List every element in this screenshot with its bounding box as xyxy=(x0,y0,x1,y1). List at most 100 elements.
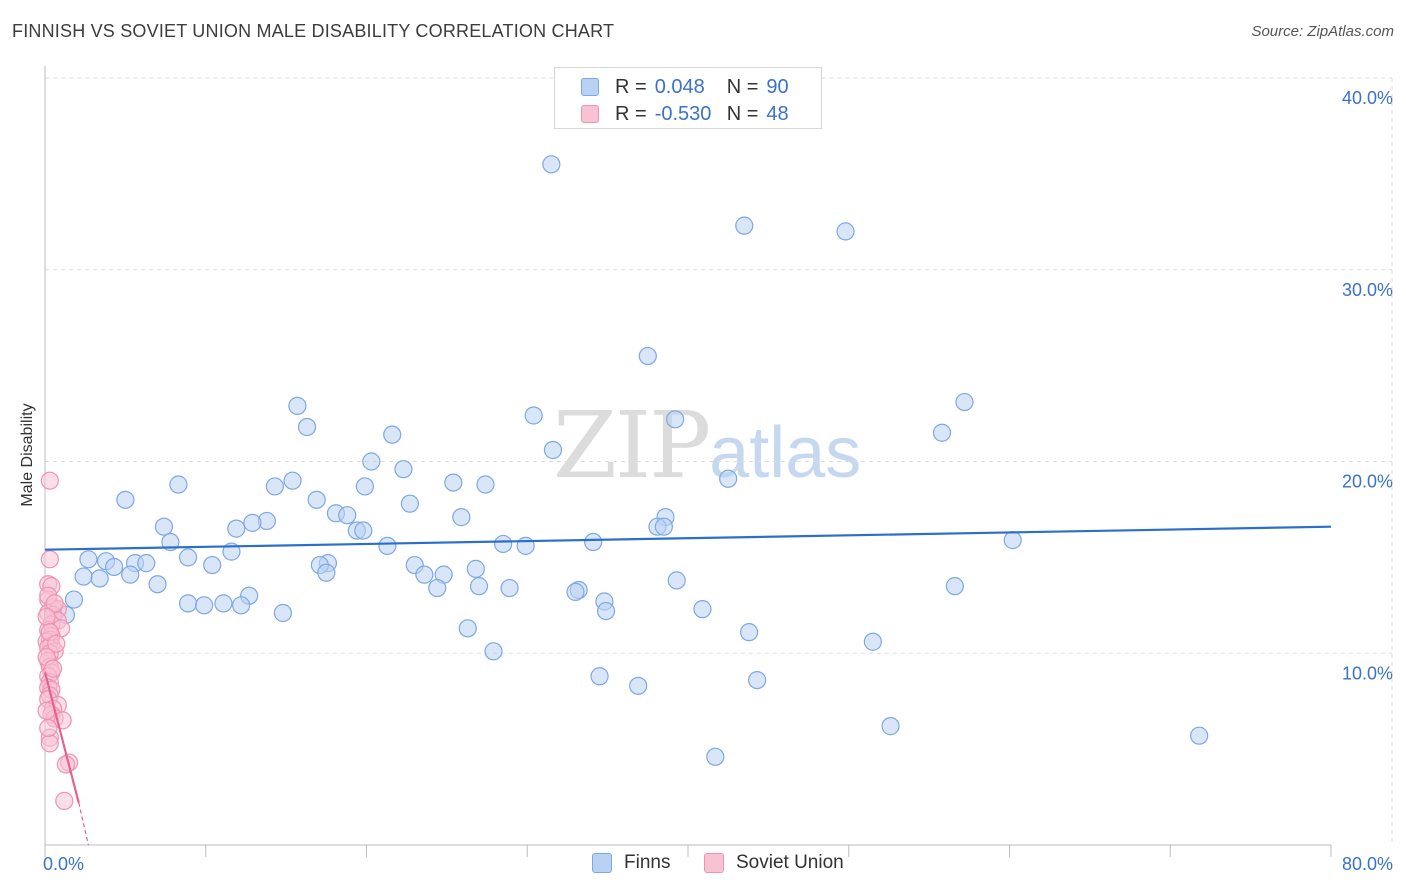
finns-point xyxy=(355,477,374,496)
finns-point xyxy=(74,567,93,586)
y-tick-label: 40.0% xyxy=(1342,88,1393,108)
finns-point xyxy=(243,513,262,532)
finns-point xyxy=(945,577,964,596)
soviet-legend-label: Soviet Union xyxy=(736,852,844,873)
finns-point xyxy=(178,594,198,613)
soviet-point xyxy=(45,594,64,613)
soviet-trend-extension xyxy=(78,802,89,846)
finns-point xyxy=(955,392,974,412)
finns-point xyxy=(739,623,759,642)
finns-point xyxy=(444,473,463,492)
finns-point xyxy=(524,406,543,425)
finns-point xyxy=(629,676,648,695)
finns-point xyxy=(693,600,712,619)
finns-point xyxy=(64,590,84,609)
finns-legend-label: Finns xyxy=(624,852,671,873)
series-legend: Finns Soviet Union xyxy=(0,852,1406,876)
finns-point xyxy=(79,550,98,569)
legend-item-soviet[interactable]: Soviet Union xyxy=(704,852,844,874)
y-tick-label: 10.0% xyxy=(1342,663,1393,683)
soviet-point xyxy=(40,734,59,753)
legend-item-finns[interactable]: Finns xyxy=(592,852,670,874)
finns-n-value: 90 xyxy=(766,75,789,98)
soviet-point xyxy=(43,659,63,678)
correlation-legend: R = 0.048 N = 90 R = -0.530 N = 48 xyxy=(554,67,822,129)
legend-row-soviet: R = -0.530 N = 48 xyxy=(581,103,789,125)
y-tick-label: 20.0% xyxy=(1342,472,1393,492)
finns-point xyxy=(666,410,685,429)
finns-point xyxy=(214,594,233,613)
x-tick-label-min: 0.0% xyxy=(43,854,84,874)
finns-point xyxy=(863,632,882,651)
finns-point xyxy=(932,423,952,442)
finns-point xyxy=(265,477,284,496)
finns-point xyxy=(428,578,447,598)
finns-point xyxy=(1190,726,1209,745)
soviet-point xyxy=(56,755,75,774)
finns-point xyxy=(121,565,140,584)
finns-legend-swatch xyxy=(592,853,612,873)
finns-point xyxy=(494,534,513,554)
finns-n-label: N = xyxy=(726,75,759,98)
finns-point xyxy=(836,222,855,241)
soviet-point xyxy=(40,550,59,569)
finns-point xyxy=(667,571,686,590)
soviet-point xyxy=(40,471,59,490)
finns-point xyxy=(169,475,188,494)
finns-swatch xyxy=(581,78,599,96)
chart-title: FINNISH VS SOVIET UNION MALE DISABILITY … xyxy=(12,21,615,41)
finns-point xyxy=(584,532,603,552)
finns-point xyxy=(596,601,616,621)
finns-point xyxy=(362,452,381,471)
finns-point xyxy=(543,440,563,460)
y-tick-label: 30.0% xyxy=(1342,280,1393,300)
soviet-swatch xyxy=(581,105,599,123)
finns-point xyxy=(654,517,673,536)
finns-trend-line xyxy=(44,525,1332,551)
finns-point xyxy=(203,555,222,575)
finns-point xyxy=(378,536,397,555)
finns-point xyxy=(154,517,174,536)
finns-point xyxy=(466,559,485,578)
finns-point xyxy=(394,460,413,479)
finns-point xyxy=(317,563,336,582)
finns-point xyxy=(706,747,725,766)
finns-point xyxy=(476,475,495,494)
soviet-point xyxy=(39,718,58,738)
finns-point xyxy=(748,670,767,690)
finns-point xyxy=(719,469,738,488)
watermark: ZIPatlas xyxy=(553,400,861,492)
finns-point xyxy=(307,490,326,509)
source-credit: Source: ZipAtlas.com xyxy=(1251,23,1394,40)
finns-point xyxy=(415,565,434,584)
finns-point xyxy=(273,603,293,623)
soviet-trend-line xyxy=(43,672,80,804)
finns-point xyxy=(1003,531,1022,550)
soviet-point xyxy=(55,791,74,810)
finns-r-label: R = xyxy=(615,75,647,98)
finns-point xyxy=(452,508,471,527)
watermark-zip: ZIP xyxy=(553,392,711,499)
soviet-legend-swatch xyxy=(704,853,724,873)
soviet-n-label: N = xyxy=(726,102,759,125)
finns-point xyxy=(338,506,357,525)
finns-point xyxy=(484,642,503,661)
finns-point xyxy=(500,578,519,598)
finns-point xyxy=(638,346,657,366)
finns-point xyxy=(566,582,585,601)
soviet-r-label: R = xyxy=(615,102,647,125)
finns-r-value: 0.048 xyxy=(654,75,705,98)
soviet-point xyxy=(47,634,66,653)
finns-point xyxy=(297,417,317,437)
finns-point xyxy=(232,596,251,615)
finns-point xyxy=(383,425,402,444)
finns-point xyxy=(116,490,135,509)
finns-point xyxy=(881,717,900,736)
finns-point xyxy=(542,155,561,174)
finns-point xyxy=(105,557,124,577)
finns-point xyxy=(735,216,754,235)
finns-point xyxy=(137,554,156,573)
finns-point xyxy=(469,577,489,596)
finns-point xyxy=(161,532,180,552)
